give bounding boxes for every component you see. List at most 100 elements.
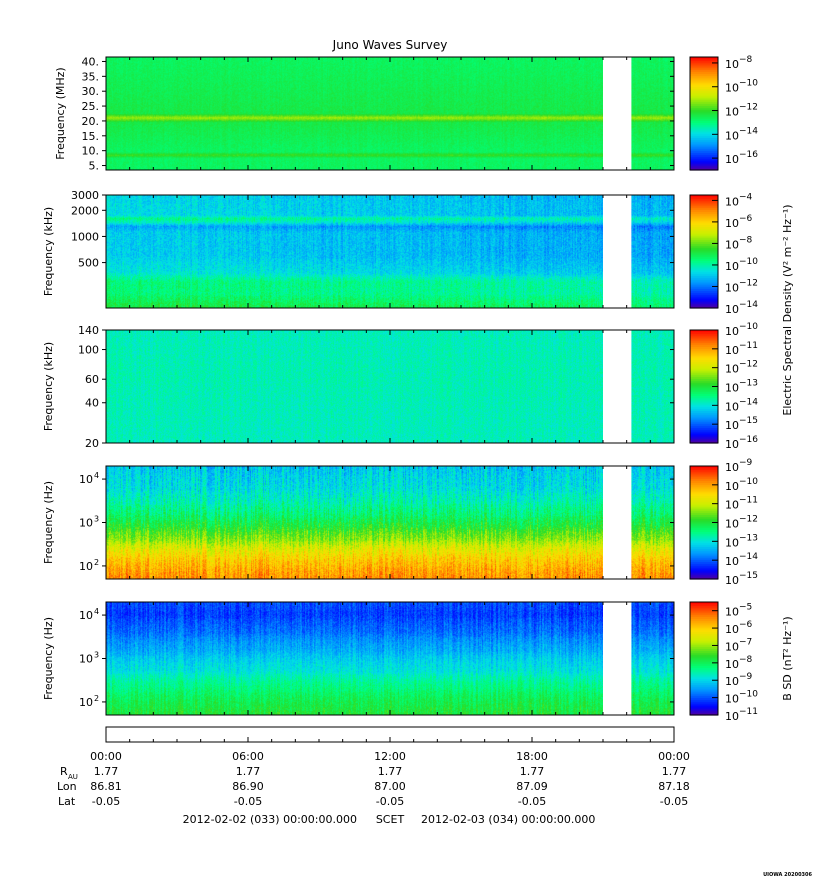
colorbar-swatch bbox=[690, 405, 718, 408]
spectrogram-image bbox=[106, 330, 674, 443]
colorbar-swatch bbox=[690, 136, 718, 139]
colorbar-swatch bbox=[690, 113, 718, 116]
colorbar-swatch bbox=[690, 607, 718, 611]
longitude-value: 86.90 bbox=[232, 780, 264, 793]
colorbar-swatch bbox=[690, 649, 718, 652]
colorbar-swatch bbox=[690, 277, 718, 281]
colorbar-swatch bbox=[690, 669, 718, 673]
latitude-value: -0.05 bbox=[234, 795, 262, 808]
colorbar-swatch bbox=[690, 111, 718, 115]
colorbar-tick-label: 10 bbox=[725, 658, 739, 671]
colorbar-tick-exponent: −15 bbox=[739, 571, 758, 581]
y-tick-label: 10 bbox=[79, 517, 93, 530]
colorbar-tick-label: 10 bbox=[725, 238, 739, 251]
colorbar-tick-exponent: −16 bbox=[739, 150, 758, 160]
colorbar-swatch bbox=[690, 671, 718, 675]
colorbar-swatch bbox=[690, 429, 718, 433]
y-tick-exponent: 4 bbox=[94, 471, 99, 480]
colorbar-swatch bbox=[690, 410, 718, 414]
data-gap bbox=[603, 466, 632, 579]
time-tick-label: 00:00 bbox=[90, 750, 122, 763]
colorbar-swatch bbox=[690, 520, 718, 524]
colorbar-swatch bbox=[690, 643, 718, 646]
colorbar-tick-label: 10 bbox=[725, 675, 739, 688]
time-tick-label: 18:00 bbox=[516, 750, 548, 763]
colorbar-swatch bbox=[690, 57, 718, 60]
colorbar-tick-exponent: −14 bbox=[739, 126, 758, 136]
colorbar-swatch bbox=[690, 292, 718, 296]
colorbar-tick-exponent: −12 bbox=[739, 360, 758, 370]
colorbar-swatch bbox=[690, 264, 718, 268]
colorbar-tick-exponent: −11 bbox=[739, 341, 758, 351]
colorbar-swatch bbox=[690, 563, 718, 567]
colorbar-tick-label: 10 bbox=[725, 82, 739, 95]
colorbar-swatch bbox=[690, 77, 718, 81]
colorbar-swatch bbox=[690, 486, 718, 490]
colorbar-swatch bbox=[690, 198, 718, 202]
colorbar-swatch bbox=[690, 466, 718, 469]
colorbar-tick-exponent: −6 bbox=[739, 214, 753, 224]
latitude-value: -0.05 bbox=[518, 795, 546, 808]
colorbar-swatch bbox=[690, 283, 718, 286]
y-tick-label: 60 bbox=[85, 373, 99, 386]
colorbar-swatch bbox=[690, 68, 718, 71]
colorbar-tick-exponent: −12 bbox=[739, 515, 758, 525]
colorbar-swatch bbox=[690, 645, 718, 648]
colorbar-swatch bbox=[690, 149, 718, 152]
colorbar-swatch bbox=[690, 469, 718, 473]
colorbar-swatch bbox=[690, 375, 718, 378]
colorbar-swatch bbox=[690, 707, 718, 710]
colorbar-swatch bbox=[690, 577, 718, 580]
colorbar-swatch bbox=[690, 401, 718, 405]
colorbar-swatch bbox=[690, 204, 718, 207]
colorbar-swatch bbox=[690, 420, 718, 423]
y-tick-label: 1000 bbox=[71, 230, 99, 243]
colorbar-swatch bbox=[690, 143, 718, 147]
y-tick-exponent: 2 bbox=[94, 558, 99, 567]
y-axis-label: Frequency (MHz) bbox=[54, 67, 67, 159]
colorbar-swatch bbox=[690, 156, 718, 160]
colorbar-swatch bbox=[690, 145, 718, 148]
colorbar-swatch bbox=[690, 85, 718, 88]
spectrogram-image bbox=[106, 57, 674, 170]
time-tick-label: 00:00 bbox=[658, 750, 690, 763]
y-tick-label: 10 bbox=[79, 473, 93, 486]
colorbar-swatch bbox=[690, 711, 718, 714]
colorbar-swatch bbox=[690, 603, 718, 607]
colorbar-swatch bbox=[690, 162, 718, 165]
colorbar-tick-exponent: −10 bbox=[739, 690, 758, 700]
longitude-row-label: Lon bbox=[57, 780, 77, 793]
colorbar-swatch bbox=[690, 306, 718, 309]
colorbar-swatch bbox=[690, 279, 718, 283]
colorbar-swatch bbox=[690, 367, 718, 371]
colorbar-swatch bbox=[690, 75, 718, 79]
colorbar-swatch bbox=[690, 382, 718, 386]
colorbar-swatch bbox=[690, 492, 718, 495]
colorbar-swatch bbox=[690, 609, 718, 613]
colorbar-swatch bbox=[690, 217, 718, 221]
colorbar-swatch bbox=[690, 266, 718, 270]
colorbar-swatch bbox=[690, 298, 718, 302]
colorbar-swatch bbox=[690, 390, 718, 393]
colorbar-swatch bbox=[690, 467, 718, 471]
colorbar-swatch bbox=[690, 386, 718, 389]
y-tick-label: 40 bbox=[85, 397, 99, 410]
colorbar-swatch bbox=[690, 160, 718, 164]
y-axis-label: Frequency (kHz) bbox=[42, 207, 55, 296]
colorbar-swatch bbox=[690, 104, 718, 107]
colorbar-swatch bbox=[690, 426, 718, 429]
longitude-value: 86.81 bbox=[90, 780, 122, 793]
colorbar-swatch bbox=[690, 626, 718, 629]
colorbar-swatch bbox=[690, 650, 718, 654]
colorbar-swatch bbox=[690, 630, 718, 633]
colorbar-swatch bbox=[690, 262, 718, 266]
colorbar-swatch bbox=[690, 682, 718, 686]
colorbar-swatch bbox=[690, 531, 718, 535]
colorbar-swatch bbox=[690, 435, 718, 438]
colorbar-swatch bbox=[690, 666, 718, 669]
colorbar-swatch bbox=[690, 562, 718, 565]
colorbar-swatch bbox=[690, 287, 718, 290]
colorbar-swatch bbox=[690, 96, 718, 100]
